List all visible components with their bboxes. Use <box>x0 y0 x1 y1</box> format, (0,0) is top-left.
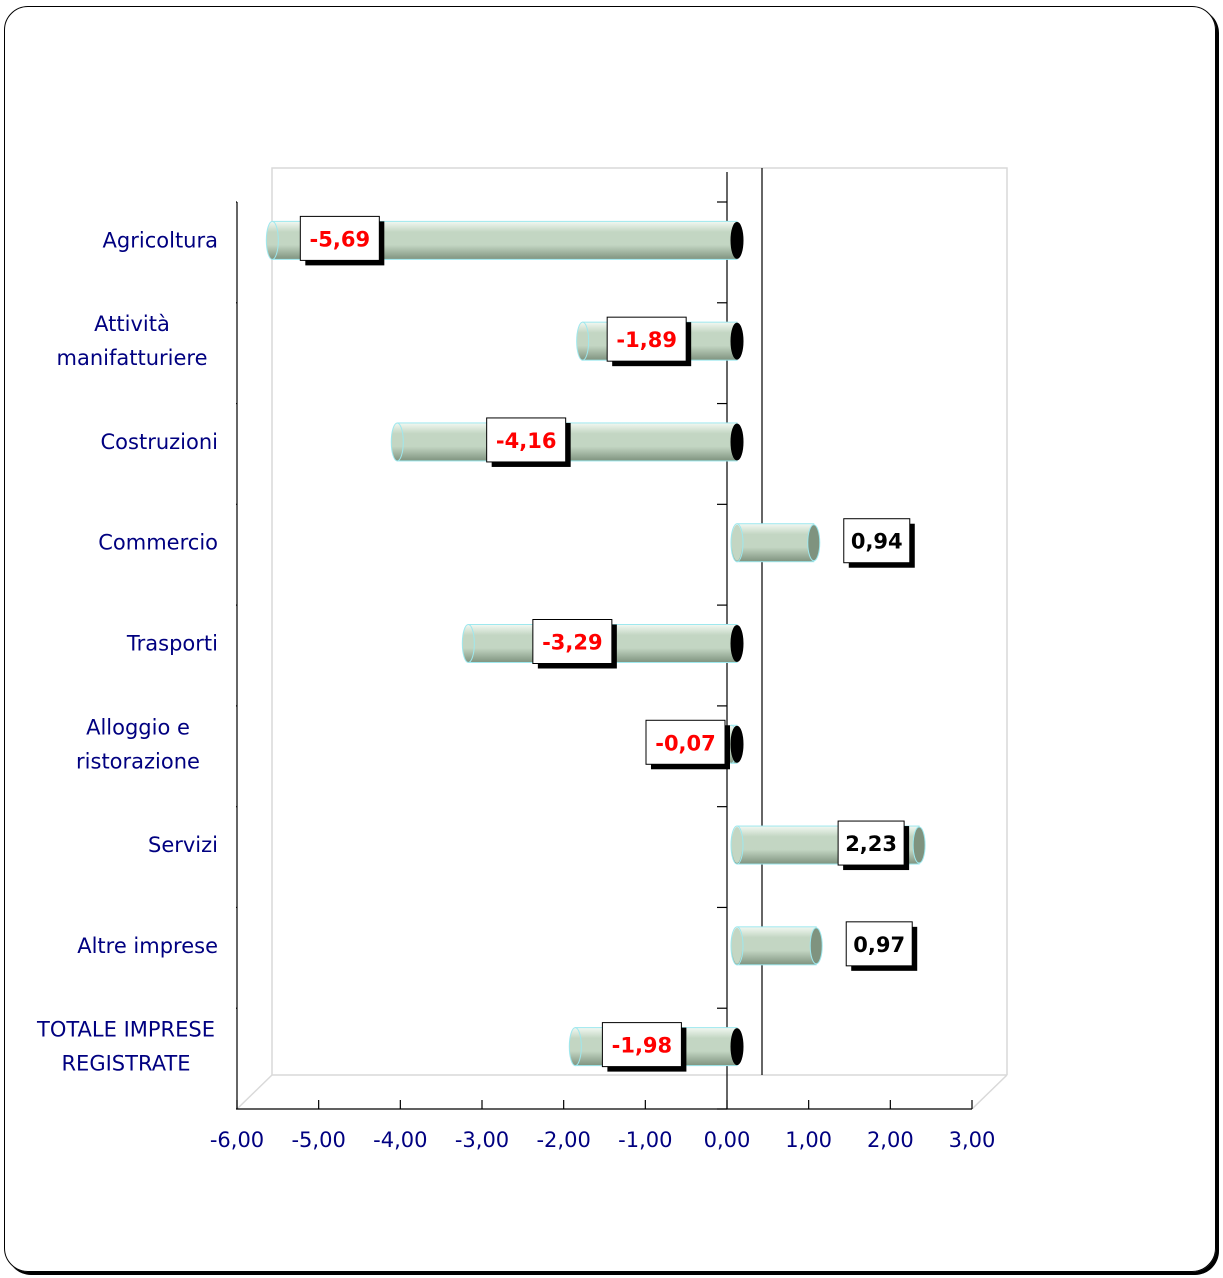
label-box <box>601 1022 682 1068</box>
category-label-line: TOTALE IMPRESE <box>36 1018 215 1042</box>
floor-left-edge <box>236 1074 273 1110</box>
data-label-box: 0,94 <box>843 518 915 568</box>
label-box <box>486 417 567 463</box>
category-label: Agricoltura <box>103 228 218 252</box>
category-label-line: REGISTRATE <box>61 1052 190 1076</box>
category-label: Attività manifatturiere <box>57 312 208 370</box>
x-tick-label: 3,00 <box>949 1128 996 1152</box>
data-label-box: 2,23 <box>837 820 910 871</box>
label-box <box>645 719 726 765</box>
x-tick-label: -5,00 <box>291 1128 345 1152</box>
data-label: -4,16 <box>496 429 557 453</box>
data-label: -5,69 <box>310 227 371 251</box>
bar-end-cap <box>568 1027 582 1067</box>
category-label: Altre imprese <box>77 934 218 958</box>
bar-end-cap <box>461 624 475 663</box>
x-tick-label: 2,00 <box>867 1128 914 1152</box>
category-label-line: Servizi <box>148 833 218 857</box>
category-label-line: Commercio <box>98 531 218 555</box>
x-tick-label: -1,00 <box>618 1128 672 1152</box>
category-label-line: Trasporti <box>126 632 218 656</box>
floor-right-edge <box>971 1074 1008 1110</box>
category-label: Alloggio e ristorazione <box>76 715 200 773</box>
label-box <box>837 820 905 866</box>
bar-start-cap <box>732 927 742 964</box>
chart-frame <box>4 6 1216 1272</box>
data-label: -0,07 <box>655 731 716 755</box>
category-label-line: Altre imprese <box>77 934 218 958</box>
category-label: Trasporti <box>126 632 218 656</box>
data-label: 0,97 <box>853 933 905 957</box>
data-label-box: -1,98 <box>601 1022 687 1072</box>
data-label-box: -1,89 <box>606 316 692 367</box>
category-label-line: Agricoltura <box>103 228 218 252</box>
category-label-line: Attività <box>94 312 170 336</box>
category-label: Servizi <box>148 833 218 857</box>
category-label: TOTALE IMPRESE REGISTRATE <box>36 1018 215 1076</box>
label-box <box>606 316 687 362</box>
x-tick-label: 0,00 <box>704 1128 751 1152</box>
bar-zero-cap <box>730 221 744 259</box>
bar-zero-cap <box>730 625 744 662</box>
data-label: -1,89 <box>616 328 677 352</box>
data-label-box: 0,97 <box>845 921 918 971</box>
x-tick-label: -3,00 <box>455 1128 509 1152</box>
back-wall <box>271 167 1008 1075</box>
data-label: 0,94 <box>851 530 903 554</box>
bar-body <box>736 523 815 563</box>
bar-zero-cap <box>730 322 744 360</box>
bar-end-cap <box>390 422 404 462</box>
bar-zero-cap <box>730 1028 744 1066</box>
bar-end-cap <box>265 220 279 260</box>
x-tick-label: -4,00 <box>373 1128 427 1152</box>
category-label-line: Alloggio e <box>86 715 190 739</box>
category-label: Costruzioni <box>101 430 218 454</box>
bar-zero-cap <box>730 423 744 461</box>
category-label: Commercio <box>98 531 218 555</box>
bar-end-cap <box>809 927 823 965</box>
x-tick-label: -2,00 <box>536 1128 590 1152</box>
category-label-line: manifatturiere <box>57 346 208 370</box>
data-label: -1,98 <box>612 1034 673 1058</box>
bar <box>730 523 821 563</box>
category-label-line: Costruzioni <box>101 430 218 454</box>
data-label: -3,29 <box>542 631 603 655</box>
label-box <box>845 921 913 967</box>
data-label-box: -3,29 <box>532 619 617 669</box>
label-box <box>843 518 911 564</box>
label-box <box>532 619 613 664</box>
bar-zero-cap <box>730 725 744 763</box>
bar-start-cap <box>732 524 742 561</box>
category-label-line: ristorazione <box>76 749 200 773</box>
x-tick-label: -6,00 <box>210 1128 264 1152</box>
data-label-box: -0,07 <box>645 719 730 770</box>
bar-end-cap <box>807 524 821 562</box>
bar <box>730 926 823 966</box>
label-box <box>299 215 380 261</box>
bar-end-cap <box>576 321 590 361</box>
data-label-box: -4,16 <box>486 417 571 467</box>
bar-body <box>736 926 817 966</box>
x-tick-label: 1,00 <box>785 1128 832 1152</box>
data-label-box: -5,69 <box>299 215 385 266</box>
bar-start-cap <box>732 827 742 864</box>
bar-end-cap <box>912 826 926 864</box>
data-label: 2,23 <box>845 832 897 856</box>
